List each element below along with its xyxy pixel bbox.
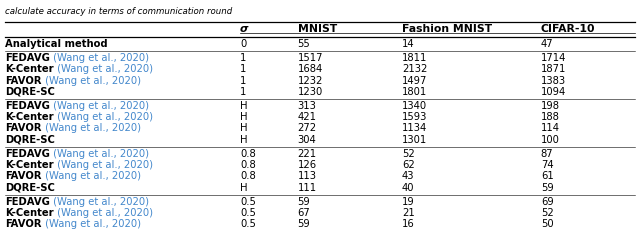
Text: 221: 221: [298, 149, 317, 159]
Text: FEDAVG: FEDAVG: [5, 197, 50, 207]
Text: 61: 61: [541, 171, 554, 181]
Text: 100: 100: [541, 135, 559, 145]
Text: 1383: 1383: [541, 76, 566, 86]
Text: 59: 59: [298, 197, 310, 207]
Text: 1517: 1517: [298, 53, 323, 63]
Text: 1232: 1232: [298, 76, 323, 86]
Text: 304: 304: [298, 135, 316, 145]
Text: 43: 43: [402, 171, 415, 181]
Text: 1: 1: [240, 87, 246, 97]
Text: FAVOR: FAVOR: [5, 171, 42, 181]
Text: FAVOR: FAVOR: [5, 219, 42, 229]
Text: H: H: [240, 183, 248, 193]
Text: DQRE-SC: DQRE-SC: [5, 135, 55, 145]
Text: 0.5: 0.5: [240, 219, 256, 229]
Text: (Wang et al., 2020): (Wang et al., 2020): [50, 197, 149, 207]
Text: 1301: 1301: [402, 135, 427, 145]
Text: (Wang et al., 2020): (Wang et al., 2020): [54, 208, 153, 218]
Text: 0.5: 0.5: [240, 208, 256, 218]
Text: FEDAVG: FEDAVG: [5, 149, 50, 159]
Text: σ: σ: [240, 24, 248, 34]
Text: 62: 62: [402, 160, 415, 170]
Text: 55: 55: [298, 39, 310, 49]
Text: 1811: 1811: [402, 53, 428, 63]
Text: 1134: 1134: [402, 123, 427, 134]
Text: 114: 114: [541, 123, 560, 134]
Text: 1: 1: [240, 76, 246, 86]
Text: Analytical method: Analytical method: [5, 39, 108, 49]
Text: (Wang et al., 2020): (Wang et al., 2020): [42, 171, 141, 181]
Text: 69: 69: [541, 197, 554, 207]
Text: 1: 1: [240, 64, 246, 74]
Text: FAVOR: FAVOR: [5, 123, 42, 134]
Text: H: H: [240, 135, 248, 145]
Text: K-Center: K-Center: [5, 112, 54, 122]
Text: 1593: 1593: [402, 112, 428, 122]
Text: 1497: 1497: [402, 76, 428, 86]
Text: Fashion MNIST: Fashion MNIST: [402, 24, 492, 34]
Text: (Wang et al., 2020): (Wang et al., 2020): [54, 112, 153, 122]
Text: H: H: [240, 101, 248, 111]
Text: 87: 87: [541, 149, 554, 159]
Text: (Wang et al., 2020): (Wang et al., 2020): [50, 149, 149, 159]
Text: 0.8: 0.8: [240, 171, 256, 181]
Text: 1230: 1230: [298, 87, 323, 97]
Text: K-Center: K-Center: [5, 208, 54, 218]
Text: DQRE-SC: DQRE-SC: [5, 87, 55, 97]
Text: 126: 126: [298, 160, 317, 170]
Text: 16: 16: [402, 219, 415, 229]
Text: (Wang et al., 2020): (Wang et al., 2020): [42, 123, 141, 134]
Text: FEDAVG: FEDAVG: [5, 101, 50, 111]
Text: 0.8: 0.8: [240, 160, 256, 170]
Text: 40: 40: [402, 183, 415, 193]
Text: 1871: 1871: [541, 64, 566, 74]
Text: 50: 50: [541, 219, 554, 229]
Text: 0.5: 0.5: [240, 197, 256, 207]
Text: (Wang et al., 2020): (Wang et al., 2020): [50, 101, 149, 111]
Text: FEDAVG: FEDAVG: [5, 53, 50, 63]
Text: 74: 74: [541, 160, 554, 170]
Text: 59: 59: [298, 219, 310, 229]
Text: 14: 14: [402, 39, 415, 49]
Text: MNIST: MNIST: [298, 24, 337, 34]
Text: (Wang et al., 2020): (Wang et al., 2020): [42, 219, 141, 229]
Text: K-Center: K-Center: [5, 64, 54, 74]
Text: 111: 111: [298, 183, 317, 193]
Text: 1801: 1801: [402, 87, 427, 97]
Text: 1094: 1094: [541, 87, 566, 97]
Text: 21: 21: [402, 208, 415, 218]
Text: (Wang et al., 2020): (Wang et al., 2020): [54, 160, 153, 170]
Text: 1: 1: [240, 53, 246, 63]
Text: 113: 113: [298, 171, 317, 181]
Text: 1714: 1714: [541, 53, 566, 63]
Text: 272: 272: [298, 123, 317, 134]
Text: 19: 19: [402, 197, 415, 207]
Text: 421: 421: [298, 112, 317, 122]
Text: calculate accuracy in terms of communication round: calculate accuracy in terms of communica…: [5, 7, 232, 16]
Text: 2132: 2132: [402, 64, 428, 74]
Text: 67: 67: [298, 208, 310, 218]
Text: 313: 313: [298, 101, 316, 111]
Text: 52: 52: [402, 149, 415, 159]
Text: (Wang et al., 2020): (Wang et al., 2020): [42, 76, 141, 86]
Text: 0.8: 0.8: [240, 149, 256, 159]
Text: K-Center: K-Center: [5, 160, 54, 170]
Text: 1684: 1684: [298, 64, 323, 74]
Text: 188: 188: [541, 112, 559, 122]
Text: (Wang et al., 2020): (Wang et al., 2020): [50, 53, 149, 63]
Text: CIFAR-10: CIFAR-10: [541, 24, 595, 34]
Text: H: H: [240, 112, 248, 122]
Text: 1340: 1340: [402, 101, 427, 111]
Text: FAVOR: FAVOR: [5, 76, 42, 86]
Text: 0: 0: [240, 39, 246, 49]
Text: 52: 52: [541, 208, 554, 218]
Text: (Wang et al., 2020): (Wang et al., 2020): [54, 64, 153, 74]
Text: H: H: [240, 123, 248, 134]
Text: 198: 198: [541, 101, 560, 111]
Text: DQRE-SC: DQRE-SC: [5, 183, 55, 193]
Text: 47: 47: [541, 39, 554, 49]
Text: 59: 59: [541, 183, 554, 193]
